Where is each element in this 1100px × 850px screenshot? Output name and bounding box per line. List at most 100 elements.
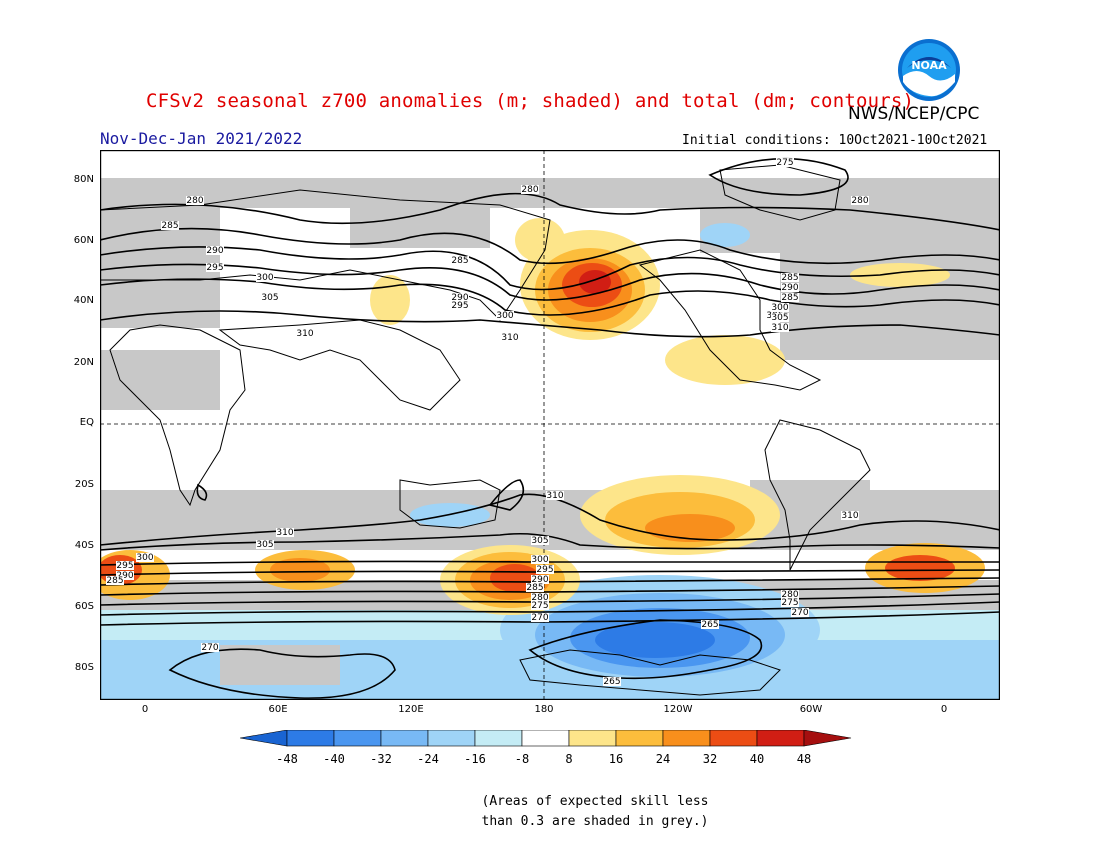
contour-label-bg [771, 313, 789, 322]
anomaly-colorbar: -48 -40 -32 -24 -16 -8 8 16 24 32 40 48 [240, 730, 852, 766]
colorbar-tick-label: -48 [276, 752, 298, 766]
contour-label-bg [781, 283, 799, 292]
colorbar-tick-label: -24 [417, 752, 439, 766]
colorbar-tick-label: -32 [370, 752, 392, 766]
contour-label-bg [136, 553, 154, 562]
coastlines [100, 164, 871, 696]
contour-label-bg [106, 576, 124, 585]
contour-label-bg [451, 301, 469, 310]
footnote: (Areas of expected skill less than 0.3 a… [470, 792, 720, 832]
agency-label: NWS/NCEP/CPC [848, 104, 980, 124]
contour-label: 310 [296, 329, 313, 339]
contour-label: 295 [536, 565, 553, 575]
lon-label: 0 [141, 704, 149, 715]
contour-label-bg [781, 293, 799, 302]
contour-label: 280 [531, 593, 548, 603]
contour-label: 280 [781, 590, 798, 600]
contour-label: 265 [701, 620, 718, 630]
contour-label-bg [256, 540, 274, 549]
contour-label: 275 [531, 601, 548, 611]
colorbar-tick-label: 40 [750, 752, 764, 766]
contour-label: 295 [206, 263, 223, 273]
contour-label: 300 [531, 555, 548, 565]
contour-label: 310 [841, 511, 858, 521]
colorbar-tick-label: -40 [323, 752, 345, 766]
contour-label: 285 [526, 583, 543, 593]
contour-label: 300 [771, 303, 788, 313]
contour-label: 280 [521, 185, 538, 195]
colorbar-tick-label: -8 [515, 752, 529, 766]
lon-label: 60W [799, 704, 823, 715]
contour-label-bg [546, 491, 564, 500]
contour-label-bg [781, 273, 799, 282]
lon-label: 120W [663, 704, 693, 715]
contour-label: 290 [206, 246, 223, 256]
colorbar-tick-label: 8 [565, 752, 572, 766]
lat-label: 40S [74, 540, 94, 551]
contour-label-bg [531, 613, 549, 622]
contour-label-bg [116, 561, 134, 570]
lat-label: 80S [74, 662, 94, 673]
contour-label: 310 [276, 528, 293, 538]
contour-label: 290 [451, 293, 468, 303]
contour-label-bg [116, 571, 134, 580]
forecast-period: Nov-Dec-Jan 2021/2022 [100, 129, 303, 148]
colorbar-tick-label: 16 [609, 752, 623, 766]
contour-label-bg [531, 593, 549, 602]
colorbar-arrow-right [803, 730, 852, 747]
contour-label: 285 [161, 221, 178, 231]
contour-label-bg [186, 196, 204, 205]
colorbar-swatch [709, 730, 758, 747]
lat-label: 60S [74, 601, 94, 612]
contour-label-bg [496, 311, 514, 320]
colorbar-swatch [756, 730, 805, 747]
contour-label-bg [451, 256, 469, 265]
contour-label: 270 [201, 643, 218, 653]
contour-label: 275 [776, 158, 793, 168]
colorbar-swatch [333, 730, 382, 747]
lat-label: EQ [79, 417, 94, 428]
colorbar-swatch [615, 730, 664, 747]
contour-label-bg [206, 263, 224, 272]
contour-label: 285 [781, 293, 798, 303]
contour-label-bg [851, 196, 869, 205]
footnote-line-2: than 0.3 are shaded in grey.) [481, 814, 709, 829]
contour-label: 300 [136, 553, 153, 563]
contour-label-bg [206, 246, 224, 255]
contour-label-bg [781, 598, 799, 607]
contour-label: 305 [531, 536, 548, 546]
contour-label-bg [501, 333, 519, 342]
contour-label: 305 [261, 293, 278, 303]
contour-label: 290 [781, 283, 798, 293]
contour-label: 285 [781, 273, 798, 283]
contour-label-bg [161, 221, 179, 230]
colorbar-swatch [286, 730, 335, 747]
contour-label-bg [781, 590, 799, 599]
colorbar-swatch [568, 730, 617, 747]
footnote-line-1: (Areas of expected skill less [481, 794, 709, 809]
lat-label: 20N [73, 357, 94, 368]
contour-label: 285 [451, 256, 468, 266]
contour-label: 300 [496, 311, 513, 321]
contour-label-bg [531, 575, 549, 584]
contour-label-bg [791, 608, 809, 617]
contour-label-bg [451, 293, 469, 302]
contour-label-bg [771, 303, 789, 312]
contour-label: 290 [531, 575, 548, 585]
contour-label-bg [536, 565, 554, 574]
contour-label: 305 [771, 313, 788, 323]
colorbar-swatch [427, 730, 476, 747]
contour-label: 275 [781, 598, 798, 608]
colorbar-tick-label: 24 [656, 752, 670, 766]
contour-label: 270 [791, 608, 808, 618]
lon-label: 180 [534, 704, 554, 715]
contour-label-bg [521, 185, 539, 194]
contour-label-bg [603, 677, 621, 686]
colorbar-tick-label: -16 [464, 752, 486, 766]
lon-label: 0 [940, 704, 948, 715]
contour-label-bg [531, 555, 549, 564]
contour-label-bg [276, 528, 294, 537]
noaa-logo-icon: NOAA [898, 39, 960, 101]
